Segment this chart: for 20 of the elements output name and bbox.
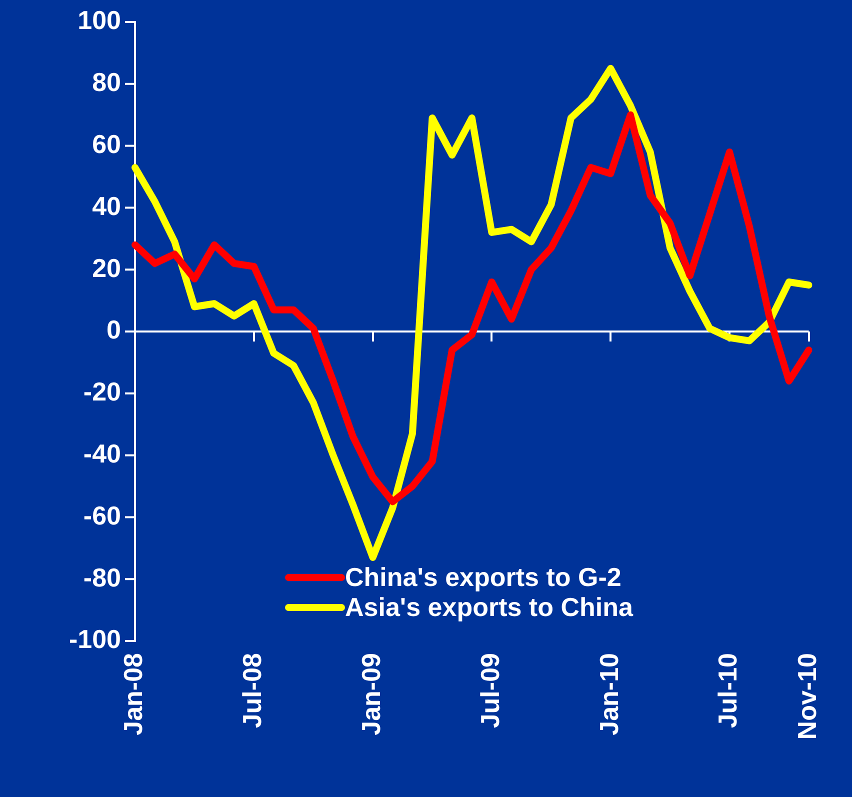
x-tick-label: Jul-09: [474, 653, 505, 728]
y-tick-label: 40: [92, 190, 121, 221]
x-tick-label: Jan-09: [356, 653, 386, 736]
x-tick-label: Nov-10: [792, 653, 822, 740]
x-tick-label: Jan-10: [594, 653, 624, 736]
y-tick-label: 60: [92, 128, 121, 159]
y-tick-label: -20: [83, 376, 121, 407]
legend-label: China's exports to G-2: [345, 562, 622, 592]
y-tick-label: -100: [68, 624, 121, 654]
x-tick-label: Jan-08: [118, 653, 148, 736]
y-tick-label: -40: [83, 438, 121, 468]
y-tick-label: 0: [106, 314, 121, 345]
y-tick-label: -80: [83, 562, 121, 592]
legend-label: Asia's exports to China: [345, 592, 633, 622]
x-tick-label: Jul-10: [712, 653, 743, 728]
y-tick-label: 100: [78, 5, 121, 36]
y-tick-label: 20: [92, 252, 121, 283]
y-tick-label: -60: [83, 500, 121, 530]
x-tick-label: Jul-08: [237, 653, 268, 728]
y-tick-label: 80: [92, 67, 121, 98]
